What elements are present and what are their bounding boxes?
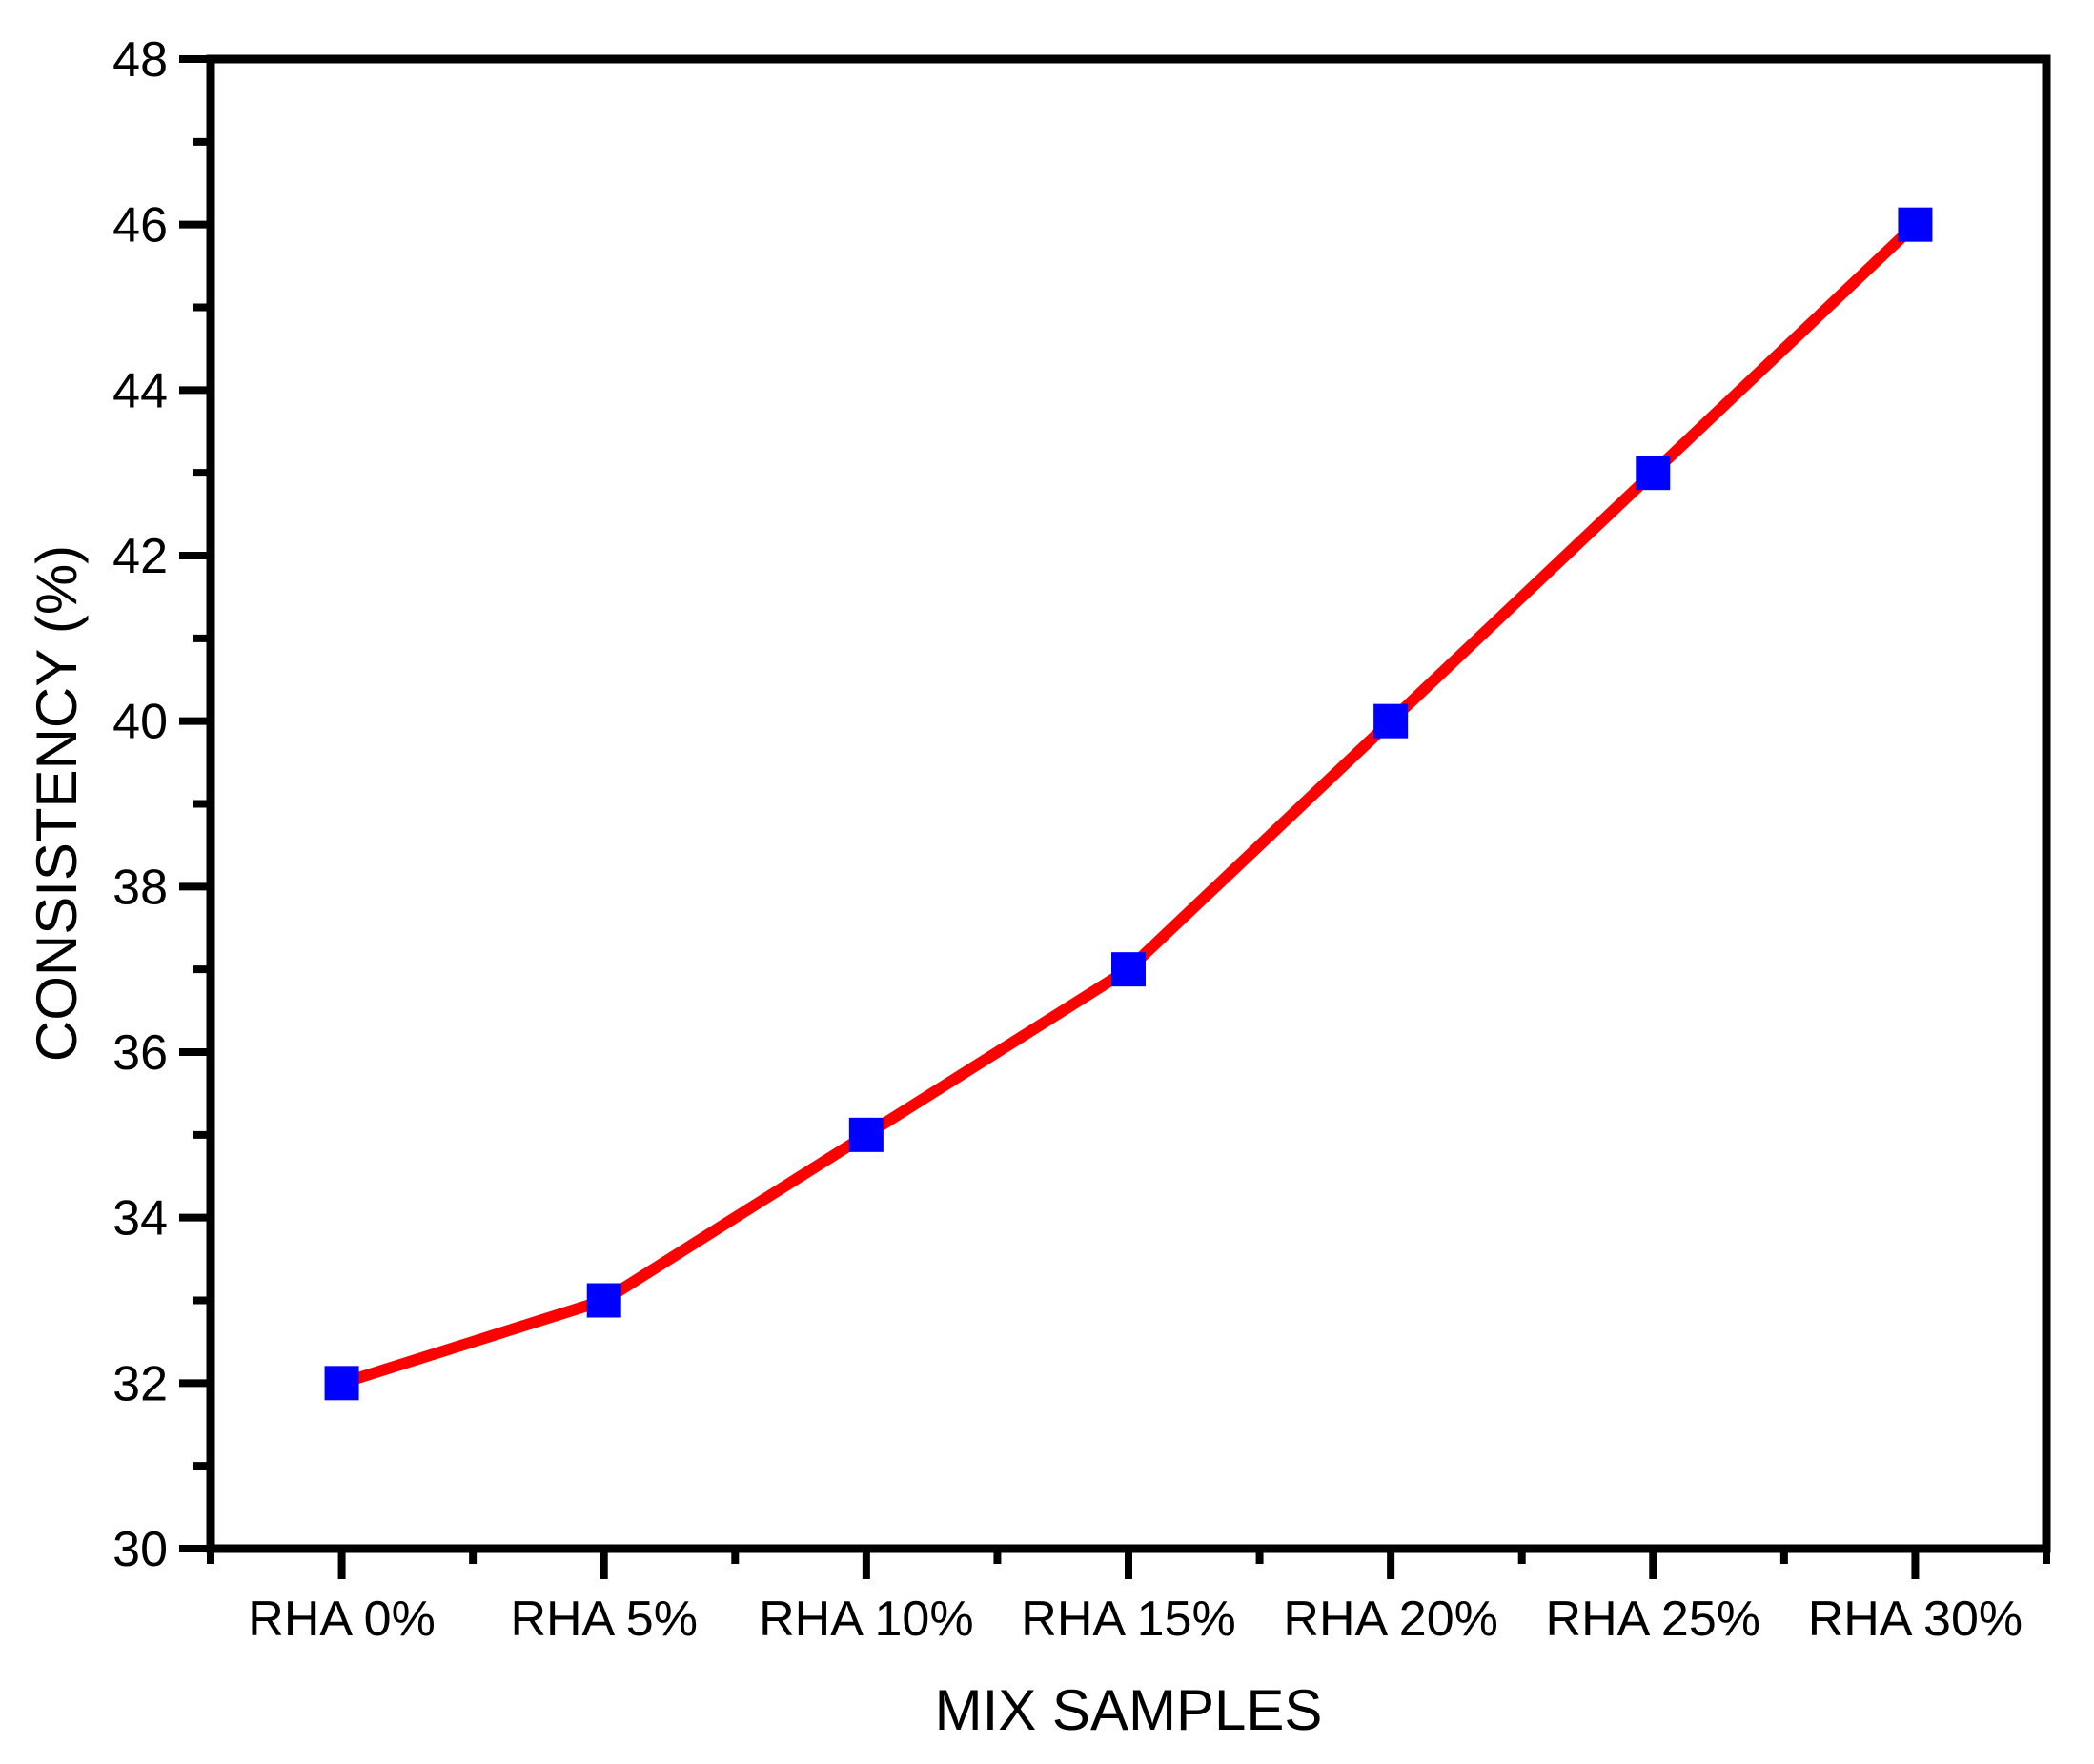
data-point-marker: [324, 1366, 359, 1401]
x-tick-label: RHA 15%: [1021, 1592, 1235, 1647]
y-tick-label: 36: [112, 1025, 168, 1081]
data-point-marker: [1636, 456, 1671, 491]
plot-frame: [206, 54, 2051, 1553]
data-point-marker: [848, 1117, 884, 1152]
data-point-marker: [1111, 952, 1146, 987]
data-point-marker: [586, 1283, 621, 1318]
y-tick-label: 38: [112, 860, 168, 915]
x-tick-label: RHA 25%: [1546, 1592, 1760, 1647]
x-axis-title: MIX SAMPLES: [935, 1678, 1323, 1742]
y-tick-label: 44: [112, 363, 168, 418]
y-tick-label: 46: [112, 198, 168, 253]
x-tick-label: RHA 30%: [1808, 1592, 2023, 1647]
y-tick-label: 30: [112, 1522, 168, 1577]
data-series-line: [339, 220, 1920, 1389]
y-tick-label: 40: [112, 695, 168, 750]
x-tick-label: RHA 5%: [510, 1592, 698, 1647]
y-tick-label: 42: [112, 529, 168, 584]
x-tick-label: RHA 10%: [759, 1592, 973, 1647]
y-tick-label: 34: [112, 1191, 168, 1247]
y-tick-label: 32: [112, 1356, 168, 1411]
x-tick-label: RHA 20%: [1283, 1592, 1497, 1647]
data-point-marker: [1373, 703, 1409, 739]
data-point-marker: [1898, 207, 1933, 242]
x-tick-label: RHA 0%: [248, 1592, 436, 1647]
y-tick-label: 48: [112, 32, 168, 88]
y-axis-title: CONSISTENCY (%): [25, 545, 89, 1062]
plot-area: 30 32 34 36 38 40 42 44 46 48 RHA 0% RHA 5% RHA 10% R…: [112, 32, 2051, 1647]
